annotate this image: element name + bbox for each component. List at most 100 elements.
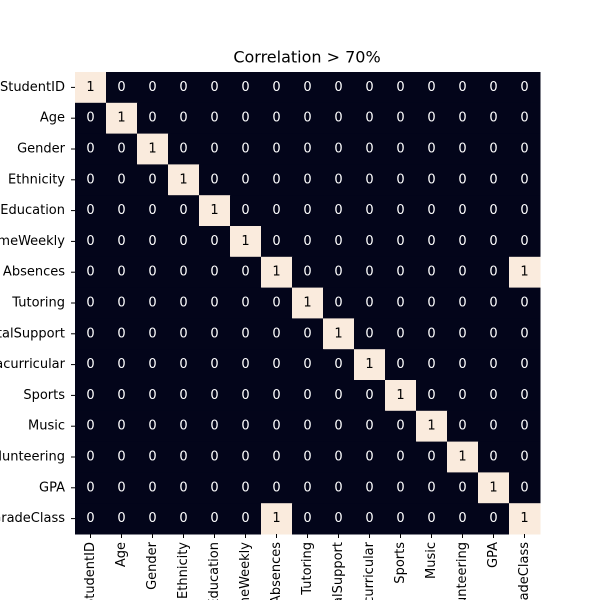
- cell-label: 0: [303, 265, 311, 280]
- cell-label: 0: [179, 111, 187, 126]
- cell-label: 0: [86, 111, 94, 126]
- cell-label: 0: [489, 296, 497, 311]
- cell-label: 0: [427, 142, 435, 157]
- y-tick-label: Ethnicity: [8, 172, 65, 187]
- heatmap-cell: [106, 503, 138, 535]
- y-tick-label: Sports: [23, 388, 65, 403]
- x-tick-label: Ethnicity: [176, 542, 191, 599]
- cell-label: 0: [148, 203, 156, 218]
- y-tick-label: GPA: [39, 480, 65, 495]
- heatmap-cell: [75, 503, 107, 535]
- heatmap-cell: [416, 287, 448, 319]
- cell-label: 0: [365, 296, 373, 311]
- cell-label: 0: [241, 480, 249, 495]
- heatmap-cell: [323, 410, 355, 443]
- heatmap-cell: [230, 472, 262, 504]
- cell-label: 0: [179, 203, 187, 218]
- cell-label: 0: [86, 203, 94, 218]
- cell-label: 0: [148, 172, 156, 187]
- cell-label: 0: [241, 172, 249, 187]
- heatmap-cell: [292, 102, 324, 135]
- heatmap-cell: [261, 410, 293, 443]
- heatmap-cell: [261, 164, 293, 196]
- heatmap-cell: [447, 380, 479, 412]
- cell-label: 0: [489, 265, 497, 280]
- heatmap-cell: [385, 503, 417, 535]
- cell-label: 0: [86, 480, 94, 495]
- cell-label: 0: [241, 419, 249, 434]
- cell-label: 0: [489, 450, 497, 465]
- heatmap-cell: [478, 102, 510, 135]
- heatmap-cell: [261, 72, 293, 104]
- heatmap-cell: [509, 441, 541, 473]
- cell-label: 0: [210, 111, 218, 126]
- cell-label: 0: [303, 357, 311, 372]
- heatmap-cell: [447, 287, 479, 319]
- cell-label: 0: [272, 80, 280, 95]
- heatmap-cell: [230, 164, 262, 196]
- cell-label: 0: [303, 234, 311, 249]
- cell-label: 0: [520, 326, 528, 341]
- cell-label: 0: [489, 142, 497, 157]
- heatmap-cell: [106, 133, 138, 165]
- heatmap-cell: [261, 102, 293, 135]
- heatmap-cell: [75, 256, 107, 289]
- x-tick-label: StudentID: [83, 542, 98, 600]
- heatmap-cell: [75, 410, 107, 443]
- heatmap-cell: [292, 287, 324, 319]
- cell-label: 0: [210, 172, 218, 187]
- heatmap-cell: [137, 441, 169, 473]
- cell-label: 0: [241, 80, 249, 95]
- heatmap-cell: [261, 441, 293, 473]
- cell-label: 0: [148, 450, 156, 465]
- cell-label: 0: [365, 234, 373, 249]
- heatmap-cell: [230, 133, 262, 165]
- cell-label: 0: [272, 142, 280, 157]
- cell-label: 0: [179, 511, 187, 526]
- heatmap-cell: [323, 349, 355, 381]
- cell-label: 0: [396, 511, 404, 526]
- cell-label: 0: [458, 511, 466, 526]
- heatmap-cell: [478, 287, 510, 319]
- cell-label: 1: [365, 357, 373, 372]
- heatmap-cell: [323, 226, 355, 258]
- cell-label: 0: [303, 326, 311, 341]
- cell-label: 0: [520, 80, 528, 95]
- x-tick-label: Tutoring: [300, 542, 315, 596]
- heatmap-cell: [292, 195, 324, 227]
- heatmap-cell: [261, 133, 293, 165]
- cell-label: 0: [303, 450, 311, 465]
- heatmap-cell: [416, 72, 448, 104]
- heatmap-cell: [199, 380, 231, 412]
- heatmap-cell: [509, 195, 541, 227]
- x-tick-label: Absences: [269, 542, 284, 600]
- cell-label: 0: [334, 388, 342, 403]
- heatmap-cell: [354, 195, 386, 227]
- heatmap-cell: [354, 472, 386, 504]
- heatmap-cell: [292, 72, 324, 104]
- cell-label: 0: [86, 172, 94, 187]
- heatmap-cell: [323, 195, 355, 227]
- heatmap-cell: [75, 287, 107, 319]
- heatmap-cell: [106, 410, 138, 443]
- heatmap-cell: [106, 472, 138, 504]
- heatmap-cell: [447, 410, 479, 443]
- cell-label: 0: [427, 388, 435, 403]
- heatmap-cell: [230, 318, 262, 350]
- heatmap-cell: [385, 226, 417, 258]
- heatmap-cell: [199, 164, 231, 196]
- cell-label: 0: [334, 419, 342, 434]
- heatmap-cell: [261, 195, 293, 227]
- cell-label: 1: [458, 450, 466, 465]
- cell-label: 1: [86, 80, 94, 95]
- cell-label: 0: [86, 265, 94, 280]
- cell-label: 0: [303, 388, 311, 403]
- heatmap-cell: [75, 349, 107, 381]
- heatmap-cell: [385, 287, 417, 319]
- heatmap-cell: [199, 349, 231, 381]
- y-tick-label: Age: [40, 111, 65, 126]
- cell-label: 0: [117, 296, 125, 311]
- cell-label: 0: [241, 450, 249, 465]
- heatmap-cell: [478, 472, 510, 504]
- heatmap-cell: [416, 318, 448, 350]
